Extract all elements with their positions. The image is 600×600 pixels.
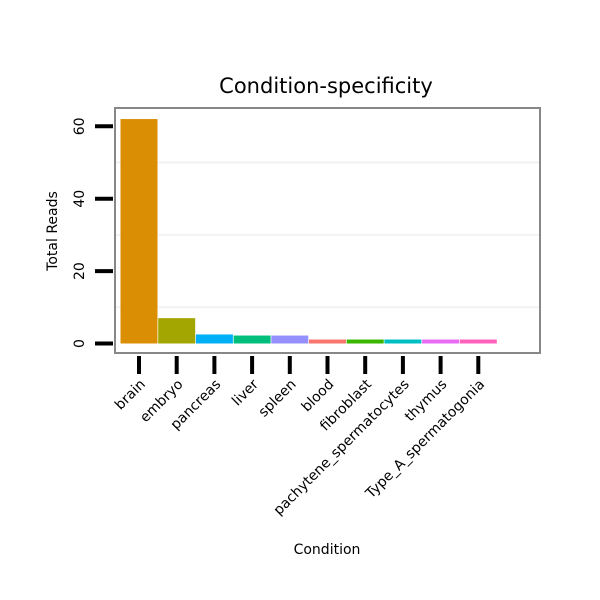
grid-lines [115,161,540,309]
x-tick-label: spleen [256,377,300,421]
bar-blood [309,339,346,344]
bar-pancreas [195,334,233,344]
x-tick-label: liver [229,376,262,409]
y-tick-label: 0 [72,339,88,348]
y-tick-label: 60 [72,117,88,135]
x-axis-label: Condition [294,542,361,558]
y-tick-label: 40 [72,190,88,208]
bar-brain [120,119,158,344]
y-tick-label: 20 [72,262,88,280]
y-axis-ticks: 0 20 40 60 [72,117,113,348]
bar-spleen [271,335,309,344]
bar-thymus [422,339,460,344]
bar-liver [233,335,271,344]
chart-title: Condition-specificity [219,74,433,98]
bar-Type_A_spermatogonia [459,339,497,344]
bar-pachytene_spermatocytes [384,339,422,344]
y-axis-label: Total Reads [45,191,61,272]
bars [120,119,497,344]
plot-frame [114,107,541,354]
bar-fibroblast [346,339,384,344]
bar-embryo [158,318,196,344]
